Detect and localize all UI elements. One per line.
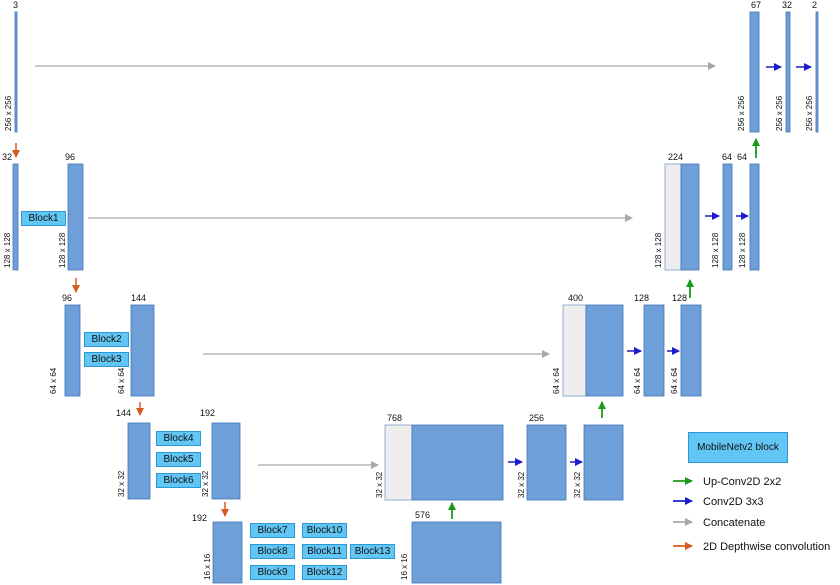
channels-l1-concat: 67 (751, 0, 761, 10)
feature-map-l4-conv2 (583, 424, 624, 501)
block-2: Block2 (84, 332, 129, 347)
block-9: Block9 (250, 565, 295, 580)
feature-map-l2-skip (664, 163, 682, 271)
feature-map-l2-a (12, 163, 19, 271)
feature-map-l1-input (14, 11, 18, 133)
block-13: Block13 (350, 544, 395, 559)
feature-map-l2-conv1 (722, 163, 733, 271)
size-l3-conv2: 64 x 64 (670, 367, 679, 394)
feature-map-l3-conv1 (643, 304, 665, 397)
size-l1-conv1: 256 x 256 (775, 95, 784, 131)
feature-map-l5-a (212, 521, 243, 584)
feature-map-l4-conv1 (526, 424, 567, 501)
size-l2-conv2: 128 x 128 (738, 232, 747, 268)
channels-l4-concat: 768 (387, 413, 402, 423)
size-l5-bottleneck: 16 x 16 (400, 553, 409, 580)
feature-map-l5-bottleneck (411, 521, 502, 584)
channels-l2-conv2: 64 (737, 152, 747, 162)
block-10: Block10 (302, 523, 347, 538)
channels-l3-conv1: 128 (634, 293, 649, 303)
size-l4-b: 32 x 32 (201, 470, 210, 497)
channels-l2-a: 32 (2, 152, 12, 162)
feature-map-l3-a (64, 304, 81, 397)
block-4: Block4 (156, 431, 201, 446)
feature-map-l4-a (127, 422, 151, 500)
channels-l3-a: 96 (62, 293, 72, 303)
size-l3-conv1: 64 x 64 (633, 367, 642, 394)
size-l1-output: 256 x 256 (805, 95, 814, 131)
channels-l2-b: 96 (65, 152, 75, 162)
channels-l5-a: 192 (192, 513, 207, 523)
feature-map-l1-output (815, 11, 819, 133)
channels-l4-a: 144 (116, 408, 131, 418)
block-3: Block3 (84, 352, 129, 367)
block-6: Block6 (156, 473, 201, 488)
feature-map-l2-conv2 (749, 163, 760, 271)
feature-map-l1-conv1 (785, 11, 791, 133)
block-8: Block8 (250, 544, 295, 559)
channels-l1-conv1: 32 (782, 0, 792, 10)
size-l4-conv2: 32 x 32 (573, 471, 582, 498)
legend-concat-label: Concatenate (703, 517, 765, 529)
size-l5-a: 16 x 16 (203, 553, 212, 580)
block-7: Block7 (250, 523, 295, 538)
size-l1-concat: 256 x 256 (737, 95, 746, 131)
feature-map-l3-skip (562, 304, 587, 397)
channels-l4-b: 192 (200, 408, 215, 418)
feature-map-l3-b (130, 304, 155, 397)
block-11: Block11 (302, 544, 347, 559)
feature-map-l4-skip (384, 424, 413, 501)
size-l2-b: 128 x 128 (58, 232, 67, 268)
size-l3-a: 64 x 64 (49, 367, 58, 394)
size-l2-a: 128 x 128 (3, 232, 12, 268)
size-l1-input: 256 x 256 (4, 95, 13, 131)
feature-map-l2-b (67, 163, 84, 271)
channels-l2-conv1: 64 (722, 152, 732, 162)
legend-depthwise-label: 2D Depthwise convolution (703, 541, 830, 553)
legend-mobilenet-block: MobileNetv2 block (688, 432, 788, 463)
size-l2-conv1: 128 x 128 (711, 232, 720, 268)
legend-conv-label: Conv2D 3x3 (703, 496, 764, 508)
size-l4-a: 32 x 32 (117, 470, 126, 497)
channels-l3-concat: 400 (568, 293, 583, 303)
channels-l1-output: 2 (812, 0, 817, 10)
legend-upconv-label: Up-Conv2D 2x2 (703, 476, 781, 488)
feature-map-l1-concat (749, 11, 760, 133)
block-1: Block1 (21, 211, 66, 226)
size-l3-concat: 64 x 64 (552, 367, 561, 394)
size-l2-concat: 128 x 128 (654, 232, 663, 268)
feature-map-l4-b (211, 422, 241, 500)
feature-map-l4-up (411, 424, 504, 501)
channels-l5-bottleneck: 576 (415, 510, 430, 520)
channels-l1-input: 3 (13, 0, 18, 10)
size-l3-b: 64 x 64 (117, 367, 126, 394)
channels-l3-conv2: 128 (672, 293, 687, 303)
size-l4-concat: 32 x 32 (375, 471, 384, 498)
channels-l3-b: 144 (131, 293, 146, 303)
feature-map-l2-up (680, 163, 700, 271)
block-5: Block5 (156, 452, 201, 467)
channels-l2-concat: 224 (668, 152, 683, 162)
feature-map-l3-up (585, 304, 624, 397)
feature-map-l3-conv2 (680, 304, 702, 397)
block-12: Block12 (302, 565, 347, 580)
size-l4-conv1: 32 x 32 (517, 471, 526, 498)
channels-l4-conv1: 256 (529, 413, 544, 423)
